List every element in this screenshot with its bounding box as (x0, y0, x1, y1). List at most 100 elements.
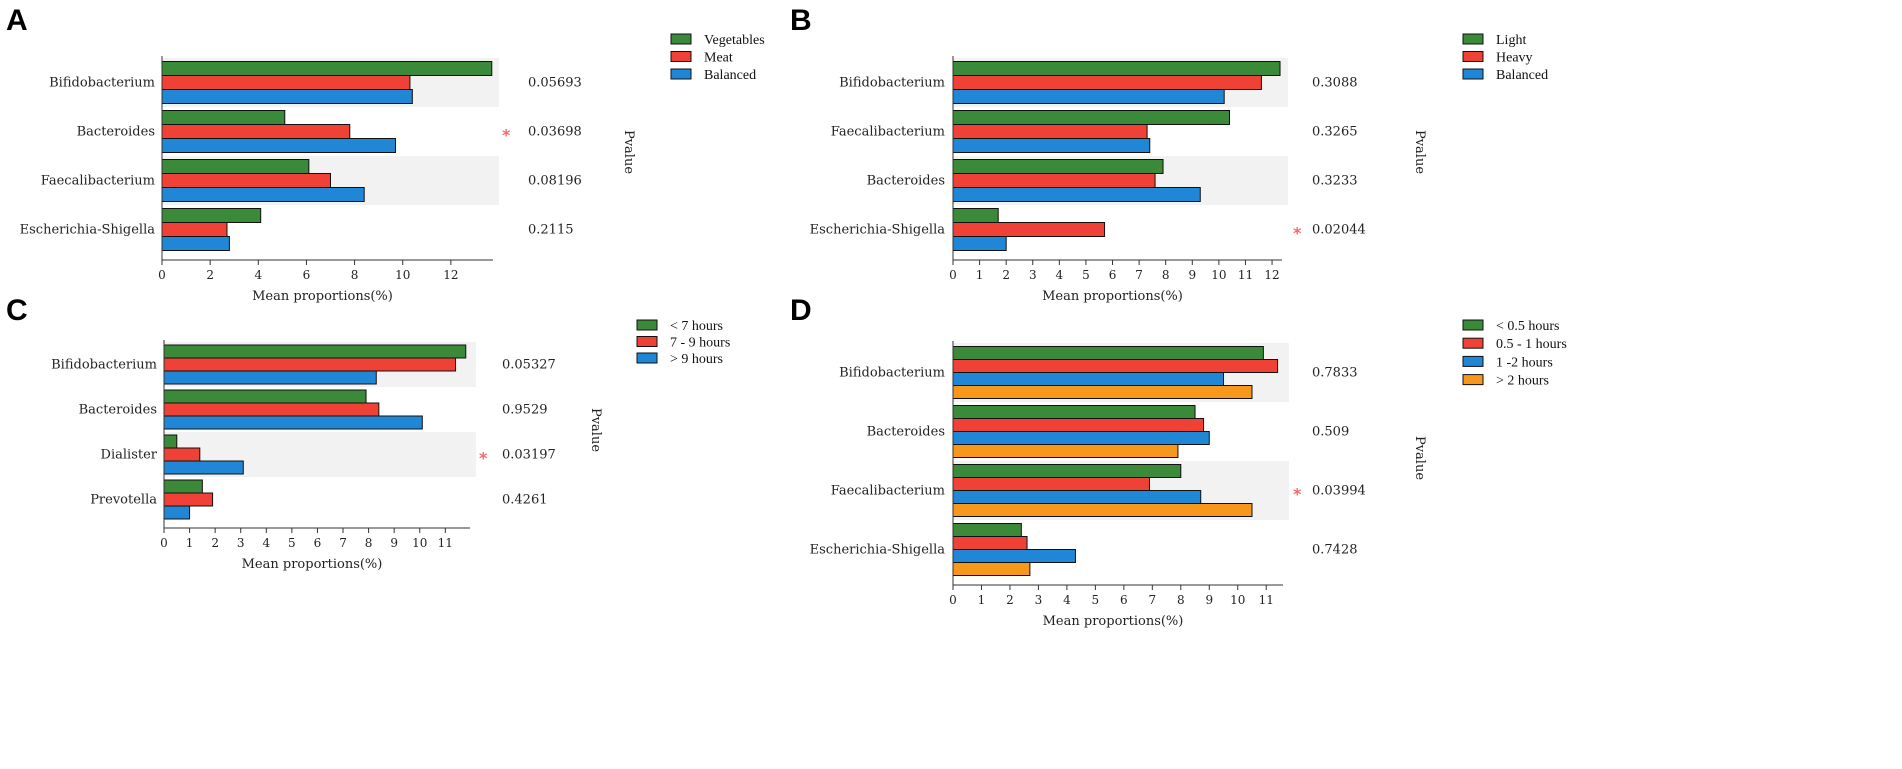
p-value-label: 0.3088 (1312, 76, 1358, 91)
category-label: Faecalibacterium (41, 174, 155, 189)
pvalue-axis-title: Pvalue (588, 408, 603, 452)
bar-blue (952, 89, 1225, 104)
x-tick-label: 12 (443, 268, 458, 282)
pvalue-axis-title: Pvalue (621, 130, 636, 174)
category-label: Faecalibacterium (831, 125, 945, 140)
category-label: Bacteroides (867, 425, 945, 440)
bar-red (163, 357, 457, 372)
bar-green (952, 159, 1164, 174)
legend-entry: Balanced (1496, 68, 1548, 83)
p-value-label: 0.05327 (502, 358, 556, 373)
category-label: Bacteroides (77, 125, 155, 140)
x-tick-label: 6 (1109, 268, 1117, 282)
category-label: Bifidobacterium (51, 358, 157, 373)
p-value-label: 0.3233 (1312, 174, 1358, 189)
x-tick-label: 7 (1135, 268, 1143, 282)
bar-green (163, 389, 367, 404)
bar-green (161, 208, 262, 223)
bar-blue (952, 138, 1151, 153)
category-label: Bifidobacterium (839, 76, 945, 91)
category-label: Bacteroides (867, 174, 945, 189)
x-tick-label: 0 (158, 268, 166, 282)
panel-label: C (6, 294, 28, 327)
significance-star: * (479, 449, 488, 468)
legend-swatch-red (1462, 51, 1484, 62)
legend-entry: < 7 hours (670, 319, 723, 334)
x-tick-label: 3 (1029, 268, 1037, 282)
bar-green (952, 405, 1196, 419)
chart-panel-c: C Bifidobacterium 0.05327 Bacteroides 0.9529… (6, 294, 730, 572)
x-tick-label: 9 (1188, 268, 1196, 282)
x-tick-label: 2 (211, 536, 219, 550)
x-tick-label: 10 (395, 268, 410, 282)
bar-green (952, 61, 1281, 76)
significance-star: * (1293, 485, 1302, 504)
x-tick-label: 3 (1035, 593, 1043, 607)
category-label: Prevotella (90, 493, 157, 508)
legend-swatch-green (1462, 33, 1484, 45)
x-tick-label: 1 (978, 593, 986, 607)
bar-blue (163, 460, 244, 475)
bar-red (161, 75, 411, 90)
bar-red (952, 536, 1028, 550)
bar-blue (163, 370, 377, 385)
legend-swatch-blue (1462, 355, 1484, 367)
pvalue-axis-title: Pvalue (1412, 130, 1427, 174)
legend-swatch-green (1462, 319, 1484, 331)
category-label: Bacteroides (79, 403, 157, 418)
x-tick-label: 5 (1092, 593, 1100, 607)
bar-blue (952, 549, 1076, 563)
p-value-label: 0.03197 (502, 448, 556, 463)
legend-entry: 7 - 9 hours (670, 336, 730, 351)
p-value-label: 0.3265 (1312, 125, 1358, 140)
x-axis-title: Mean proportions(%) (1043, 614, 1184, 629)
legend-swatch-red (1462, 337, 1484, 349)
bar-green (163, 479, 203, 494)
p-value-label: 0.2115 (528, 223, 574, 238)
bar-blue (161, 89, 413, 104)
bar-red (952, 124, 1148, 139)
bar-red (161, 124, 351, 139)
bar-green (161, 159, 310, 174)
legend-swatch-green (636, 319, 658, 331)
panel-label: B (790, 4, 812, 37)
category-label: Faecalibacterium (831, 484, 945, 499)
bar-green (163, 434, 178, 449)
legend-entry: Meat (704, 51, 733, 66)
bar-green (952, 464, 1182, 478)
x-tick-label: 9 (390, 536, 398, 550)
x-tick-label: 12 (1264, 268, 1279, 282)
x-tick-label: 11 (1259, 593, 1274, 607)
bar-blue (163, 415, 423, 430)
x-tick-label: 8 (351, 268, 359, 282)
x-tick-label: 11 (1238, 268, 1253, 282)
bar-green (952, 110, 1231, 125)
x-tick-label: 4 (262, 536, 270, 550)
legend-swatch-blue (670, 68, 692, 80)
bar-red (161, 173, 331, 188)
bar-red (952, 418, 1205, 432)
x-tick-label: 11 (438, 536, 453, 550)
bar-orange (952, 562, 1031, 576)
bar-red (952, 75, 1262, 90)
bar-green (952, 523, 1022, 537)
bar-blue (952, 490, 1202, 504)
x-tick-label: 10 (412, 536, 427, 550)
x-tick-label: 4 (1063, 593, 1071, 607)
bar-orange (952, 503, 1253, 517)
bar-red (952, 359, 1279, 373)
x-tick-label: 5 (1082, 268, 1090, 282)
x-tick-label: 6 (314, 536, 322, 550)
category-label: Dialister (101, 448, 158, 463)
significance-star: * (1293, 224, 1302, 243)
p-value-label: 0.03698 (528, 125, 582, 140)
pvalue-axis-title: Pvalue (1412, 436, 1427, 480)
x-tick-label: 7 (339, 536, 347, 550)
bar-orange (952, 444, 1179, 458)
legend-entry: 0.5 - 1 hours (1496, 337, 1567, 352)
bar-blue (952, 431, 1210, 445)
x-tick-label: 10 (1230, 593, 1245, 607)
bar-red (163, 492, 214, 507)
x-tick-label: 2 (206, 268, 214, 282)
